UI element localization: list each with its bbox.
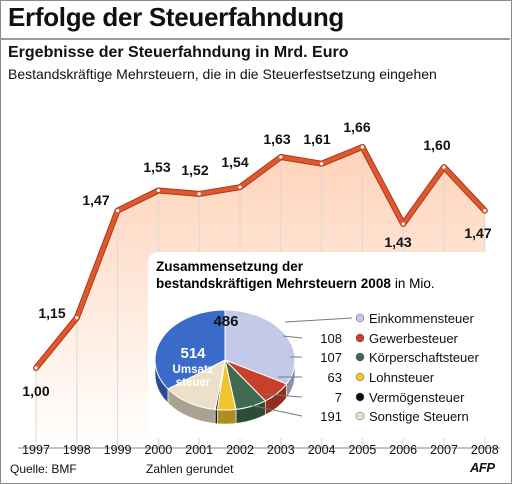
x-tick-label: 2002 — [226, 443, 254, 457]
pie-label-umsatz-name2: steuer — [176, 377, 211, 389]
x-tick-label: 2006 — [389, 443, 417, 457]
data-point — [279, 155, 283, 159]
pie-slice — [167, 359, 226, 411]
x-tick-label: 2008 — [471, 443, 499, 457]
data-label: 1,47 — [82, 192, 109, 208]
data-label: 1,54 — [221, 154, 248, 170]
pie-title-line1: Zusammensetzung der — [156, 259, 304, 274]
page-title: Erfolge der Steuerfahndung — [8, 2, 345, 32]
legend-value: 107 — [320, 350, 342, 365]
pie-label-umsatz: 514 — [180, 345, 206, 362]
legend-leader-line — [284, 317, 353, 323]
legend-label: Sonstige Steuern — [369, 409, 469, 424]
data-point — [238, 185, 242, 189]
data-label: 1,63 — [263, 131, 290, 147]
data-point — [156, 188, 160, 193]
legend-label: Körperschaftsteuer — [369, 350, 480, 365]
legend-label: Einkommensteuer — [369, 311, 474, 326]
legend-label: Vermögensteuer — [369, 390, 465, 405]
source-note: Quelle: BMF — [10, 462, 77, 476]
data-label: 1,60 — [423, 137, 450, 153]
data-point — [197, 192, 201, 196]
legend-label: Lohnsteuer — [369, 370, 435, 385]
data-point — [320, 162, 324, 166]
data-point — [116, 209, 120, 213]
pie-title-line2: bestandskräftigen Mehrsteuern 2008 in Mio… — [156, 276, 435, 291]
afp-logo: AFP — [470, 460, 495, 475]
legend-label: Gewerbesteuer — [369, 331, 459, 346]
x-tick-label: 2005 — [348, 443, 376, 457]
value-label-layer: 1,00 1,15 1,47 1,53 1,52 1,54 1,63 1,61 1,66 1,43… — [22, 119, 491, 399]
pie-slice — [224, 309, 296, 385]
legend-leader-line — [249, 404, 303, 417]
rounding-note: Zahlen gerundet — [146, 462, 234, 476]
legend-swatch — [355, 372, 365, 382]
x-tick-label: 2003 — [267, 443, 295, 457]
data-label: 1,53 — [143, 159, 170, 175]
pie-slice-side — [216, 409, 237, 425]
pie-title-unit: in Mio. — [395, 276, 435, 291]
series-line — [34, 145, 487, 370]
x-tick-label: 1999 — [104, 443, 132, 457]
legend-value: 7 — [335, 390, 342, 405]
legend-value: 108 — [320, 331, 342, 346]
data-label: 1,15 — [38, 305, 65, 321]
data-point — [483, 209, 487, 213]
legend-swatch — [355, 333, 365, 343]
pie-label-einkommen: 486 — [213, 313, 238, 330]
legend-swatch — [355, 392, 365, 402]
data-label: 1,43 — [384, 234, 411, 250]
data-point — [360, 145, 364, 149]
x-tick-label: 2000 — [144, 443, 172, 457]
chart-subtitle: Bestandskräftige Mehrsteuern, die in die… — [8, 66, 437, 82]
x-tick-label: 2004 — [308, 443, 336, 457]
legend-value: 63 — [328, 370, 342, 385]
data-label: 1,00 — [22, 383, 49, 399]
legend-value: 191 — [320, 409, 342, 424]
pie-title-main: bestandskräftigen Mehrsteuern 2008 — [156, 276, 391, 291]
x-tick-label: 1998 — [63, 443, 91, 457]
pie-slice-side — [214, 409, 218, 425]
data-label: 1,52 — [181, 162, 208, 178]
data-point — [442, 165, 446, 169]
legend-leader-line — [282, 335, 303, 339]
legend-swatch — [355, 411, 365, 421]
data-label: 1,47 — [464, 225, 491, 241]
legend-swatch — [355, 352, 365, 362]
data-point — [75, 316, 79, 320]
data-point — [34, 366, 38, 370]
pie-label-umsatz-name1: Umsatz — [173, 364, 214, 376]
x-tick-label: 1997 — [22, 443, 50, 457]
line-layer — [33, 144, 488, 371]
pie-legend: Einkommensteuer 108 Gewerbesteuer 107 Körper… — [249, 311, 480, 424]
legend-leader-line — [261, 393, 303, 398]
data-label: 1,61 — [303, 131, 330, 147]
title-divider — [0, 38, 510, 40]
pie-slice — [154, 309, 226, 390]
x-tick-label: 2007 — [430, 443, 458, 457]
legend-swatch — [355, 313, 365, 323]
data-point — [401, 222, 405, 226]
x-tick-label: 2001 — [185, 443, 213, 457]
x-axis: 1997 1998 1999 2000 2001 2002 2003 2004 2005 2006… — [18, 443, 500, 457]
data-label: 1,66 — [343, 119, 370, 135]
chart-title: Ergebnisse der Steuerfahndung in Mrd. Eu… — [8, 44, 349, 61]
